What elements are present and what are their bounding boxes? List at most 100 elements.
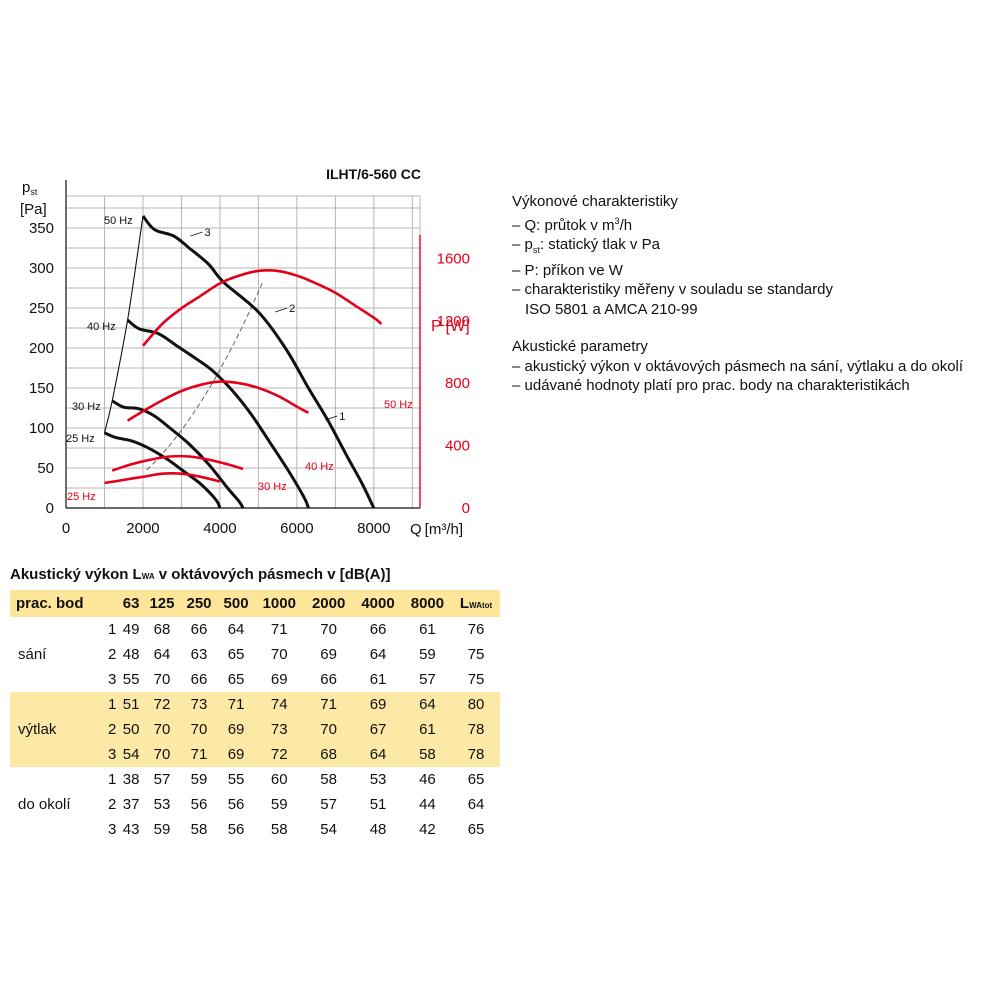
y-axis-right-label: P [W] [431,318,470,335]
y-tick-label-left: 200 [29,340,54,357]
band-value: 56 [227,796,245,813]
band-value: 72 [143,692,181,717]
x-tick-label: 2000 [126,520,159,537]
power-curve-25hz [104,472,221,485]
band-value: 66 [190,621,208,638]
header-band-63: 63 [118,590,144,617]
band-value: 64 [402,692,453,717]
band-value: 55 [227,771,245,788]
power-curve-40hz [126,380,310,422]
band-value: 59 [153,821,171,838]
table-row: do okolí 1 38 57 59 55 60 58 53 46 65 [10,767,500,813]
band-value: 67 [353,717,403,742]
band-value: 70 [153,671,171,688]
y-tick-label-left: 300 [29,260,54,277]
y-tick-label-right: 400 [445,438,470,455]
band-value: 46 [419,771,436,788]
y-axis-left-label-sub: st [30,187,38,197]
band-value: 58 [190,821,208,838]
power-curve-50hz [142,269,383,347]
total-value: 64 [467,796,485,813]
table-header-row: prac. bod 63 125 250 500 1000 2000 4000 … [10,590,500,617]
chart-curves [103,215,383,509]
band-value: 69 [217,717,255,742]
y-tick-label-left: 350 [29,220,54,237]
performance-heading: Výkonové charakteristiky [512,193,678,210]
band-value: 54 [118,742,144,767]
band-value: 58 [320,771,337,788]
envelope-line [103,215,144,433]
power-series-label: 30 Hz [258,481,287,493]
band-value: 50 [118,717,144,742]
x-tick-label: 6000 [280,520,313,537]
band-value: 42 [419,821,436,838]
operating-point: 2 [105,717,119,742]
pressure-curve-40hz [126,318,310,509]
band-value: 70 [320,621,337,638]
table-row: 3 54 70 71 69 72 68 64 58 78 [10,742,500,767]
pressure-series-label: 25 Hz [66,433,95,445]
y-axis-left-unit: [Pa] [20,201,47,218]
header-band-2000: 2000 [303,590,354,617]
band-value: 49 [122,621,140,638]
x-tick-label: 8000 [357,520,390,537]
band-value: 64 [153,646,171,663]
x-axis-label: Q [m³/h] [410,521,463,538]
y-tick-label-left: 150 [29,380,54,397]
header-band-500: 500 [217,590,255,617]
band-value: 69 [217,742,255,767]
operating-point-label: 3 [205,227,211,239]
band-value: 61 [369,671,387,688]
header-band-125: 125 [143,590,181,617]
band-value: 69 [353,692,403,717]
y-axis-left-label: pst [22,179,38,197]
operating-point: 1 [105,692,119,717]
operating-point-label: 1 [339,411,345,423]
operating-point-leader [275,307,288,313]
characteristics-info: Výkonové charakteristiky – Q: průtok v m… [512,192,992,396]
band-value: 54 [320,821,337,838]
header-total: LWAtot [452,590,500,617]
table-row: 2 48 64 63 65 70 69 64 59 75 [10,642,500,667]
band-value: 73 [254,717,304,742]
band-value: 63 [190,646,208,663]
total-value: 78 [452,742,500,767]
band-value: 66 [369,621,387,638]
operating-point: 1 [108,621,117,638]
band-value: 57 [153,771,171,788]
acoustic-table-title: Akustický výkon LWA v oktávových pásmech… [10,566,391,583]
header-operating-point: prac. bod [10,590,119,617]
band-value: 43 [122,821,140,838]
band-value: 72 [254,742,304,767]
band-value: 71 [270,621,288,638]
table-row: 2 37 53 56 56 59 57 51 44 64 [10,792,500,817]
table-row: 2 50 70 70 69 73 70 67 61 78 [10,717,500,742]
band-value: 64 [227,621,245,638]
pressure-series-label: 30 Hz [72,401,101,413]
operating-point-leader [190,231,203,237]
header-band-1000: 1000 [254,590,304,617]
power-series-label: 40 Hz [305,461,334,473]
system-curve-dashed [146,283,263,471]
y-tick-label-right: 1600 [437,250,470,267]
operating-point: 2 [108,796,117,813]
header-band-4000: 4000 [353,590,403,617]
band-value: 70 [180,717,218,742]
y-tick-label-left: 0 [46,500,54,517]
band-value: 64 [369,646,387,663]
pressure-series-label: 50 Hz [104,215,133,227]
info-line-power: – P: příkon ve W [512,261,623,279]
band-value: 65 [227,646,245,663]
band-value: 51 [118,692,144,717]
info-line-flow: – Q: průtok v m3/h [512,215,633,234]
chart-labels: 0 2000 4000 6000 8000 0 50 100 150 200 250 300 350 0 4… [29,215,470,537]
info-line-standard-names: ISO 5801 a AMCA 210-99 [525,300,698,318]
chart-title: ILHT/6-560 CC [326,166,421,182]
operating-point-label: 2 [289,303,295,315]
band-value: 71 [303,692,354,717]
band-value: 70 [270,646,288,663]
operating-point: 3 [108,821,117,838]
table-row: 3 55 70 66 65 69 66 61 57 75 [10,667,500,692]
band-value: 68 [153,621,171,638]
band-value: 61 [419,621,436,638]
